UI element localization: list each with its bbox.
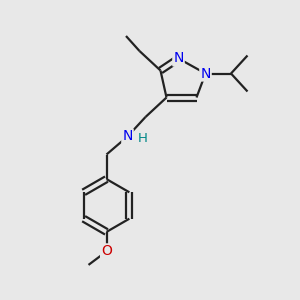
Text: N: N	[173, 52, 184, 65]
Text: N: N	[200, 67, 211, 80]
Text: H: H	[138, 131, 148, 145]
Text: N: N	[122, 130, 133, 143]
Text: O: O	[101, 244, 112, 258]
